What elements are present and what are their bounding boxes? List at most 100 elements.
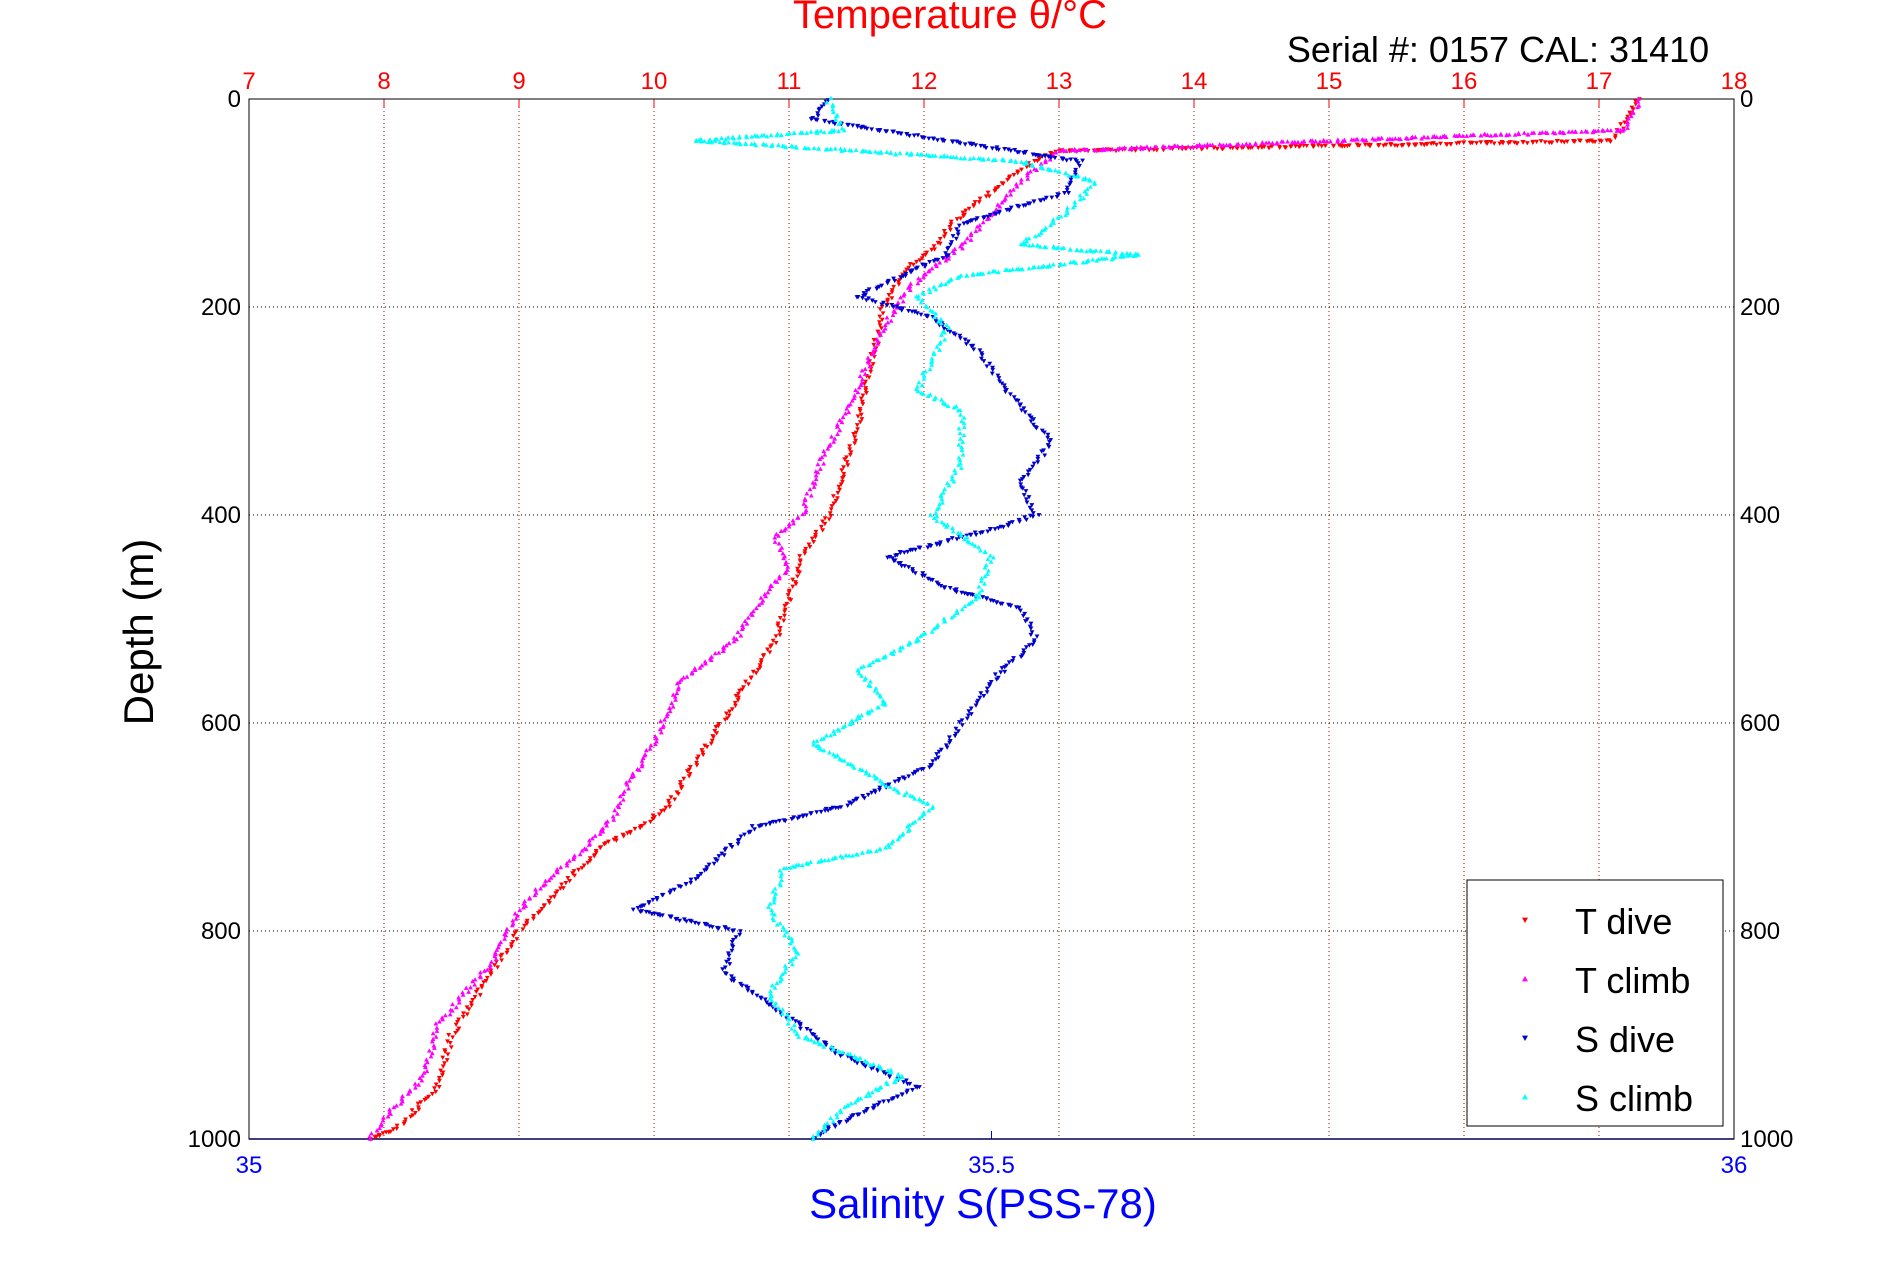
data-point <box>919 382 925 388</box>
data-point <box>1622 120 1628 125</box>
data-point <box>1036 513 1042 518</box>
data-point <box>960 246 965 251</box>
data-point <box>708 741 714 746</box>
data-point <box>1042 430 1047 435</box>
data-point <box>509 944 514 950</box>
data-point <box>1482 132 1488 137</box>
data-point <box>1293 144 1298 149</box>
data-point <box>643 747 649 753</box>
data-point <box>431 1045 437 1050</box>
temperature-tick-label: 13 <box>1046 68 1073 95</box>
temperature-tick-label: 18 <box>1721 68 1748 95</box>
data-point <box>851 765 857 770</box>
data-point <box>730 134 735 140</box>
data-point <box>391 1104 397 1110</box>
data-point <box>433 1021 439 1026</box>
data-point <box>835 496 840 501</box>
temperature-tick-label: 10 <box>641 68 668 95</box>
data-point <box>565 875 571 881</box>
data-point <box>877 846 883 851</box>
data-point <box>654 897 660 902</box>
data-point <box>882 322 888 327</box>
data-point <box>399 1096 405 1101</box>
data-point <box>1109 146 1115 152</box>
data-point <box>726 953 732 958</box>
data-point <box>591 854 597 859</box>
data-point <box>808 811 814 816</box>
data-point <box>586 842 592 847</box>
data-point <box>1056 169 1062 174</box>
data-point <box>788 598 794 603</box>
data-point <box>914 384 920 389</box>
data-point <box>1048 155 1054 161</box>
data-point <box>833 117 839 122</box>
data-point <box>796 1034 801 1039</box>
data-point <box>722 965 728 970</box>
data-point <box>503 929 509 934</box>
data-point <box>948 219 954 224</box>
data-point <box>756 602 762 607</box>
data-point <box>797 1023 803 1028</box>
data-point <box>446 1033 452 1038</box>
data-point <box>470 997 476 1003</box>
data-point <box>822 858 828 863</box>
data-point <box>813 529 819 535</box>
data-point <box>874 286 880 292</box>
data-point <box>791 1022 797 1027</box>
data-point <box>742 832 747 837</box>
data-point <box>1625 119 1631 124</box>
data-point <box>711 861 717 867</box>
data-point <box>1068 247 1073 252</box>
data-point <box>879 326 884 331</box>
data-point <box>704 744 710 750</box>
data-point <box>938 494 944 499</box>
data-point <box>830 1119 836 1124</box>
data-point <box>759 600 765 605</box>
data-point <box>1461 140 1467 145</box>
data-point <box>1005 147 1011 152</box>
data-point <box>1064 185 1070 190</box>
data-point <box>883 783 889 788</box>
data-point <box>791 521 796 526</box>
depth-tick-label-left: 0 <box>228 86 241 113</box>
data-point <box>696 754 701 759</box>
data-point <box>758 595 764 600</box>
data-point <box>726 140 732 145</box>
data-point <box>841 758 847 763</box>
data-point <box>1043 159 1048 165</box>
data-point <box>928 308 933 313</box>
data-point <box>838 1109 844 1115</box>
data-point <box>872 790 878 795</box>
data-point <box>829 504 835 509</box>
data-point <box>852 1100 858 1105</box>
data-point <box>1557 129 1563 134</box>
data-point <box>1005 523 1011 529</box>
data-point <box>948 222 954 227</box>
data-point <box>666 801 672 806</box>
data-point <box>1069 147 1075 152</box>
data-point <box>900 1074 905 1080</box>
data-point <box>868 679 873 684</box>
data-point <box>694 756 700 762</box>
data-point <box>830 106 836 112</box>
data-point <box>1295 139 1301 145</box>
data-point <box>1001 198 1007 203</box>
data-point <box>985 529 991 534</box>
data-point <box>551 872 557 878</box>
data-point <box>945 247 951 252</box>
data-point <box>977 227 983 232</box>
data-point <box>931 259 937 264</box>
data-point <box>858 412 864 418</box>
data-point <box>1024 500 1030 505</box>
data-point <box>1017 403 1023 408</box>
data-point <box>1080 158 1085 163</box>
data-point <box>786 521 792 527</box>
data-point <box>875 329 881 334</box>
data-point <box>798 1026 803 1032</box>
data-point <box>830 129 836 134</box>
data-point <box>813 535 818 540</box>
depth-tick-label-right: 600 <box>1740 710 1780 737</box>
data-point <box>460 1014 466 1020</box>
data-point <box>972 200 978 205</box>
salinity-tick-label: 36 <box>1721 1152 1748 1179</box>
